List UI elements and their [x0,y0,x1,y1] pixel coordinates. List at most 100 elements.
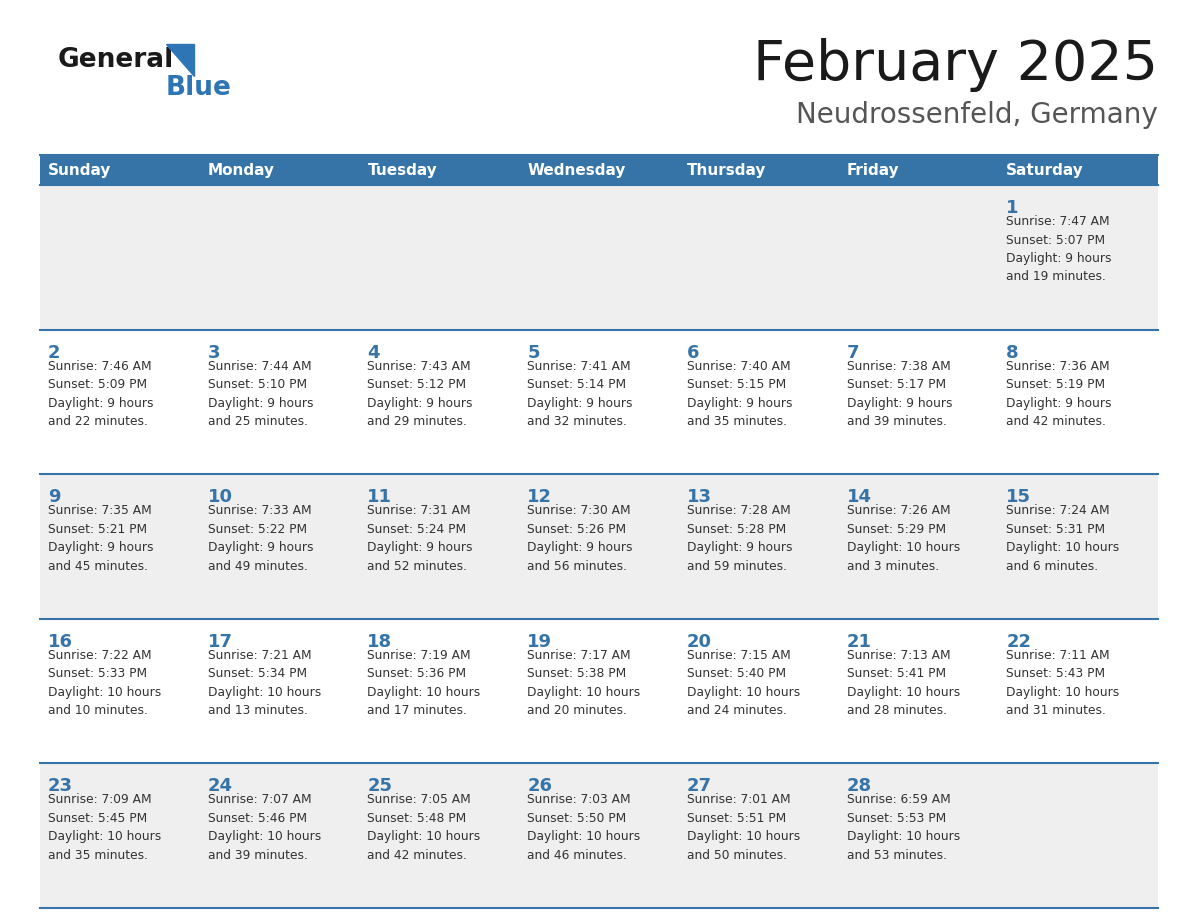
Bar [519,155,678,185]
Text: 18: 18 [367,633,392,651]
Text: 9: 9 [48,488,61,506]
Text: 28: 28 [847,778,872,795]
Text: Sunrise: 7:24 AM
Sunset: 5:31 PM
Daylight: 10 hours
and 6 minutes.: Sunrise: 7:24 AM Sunset: 5:31 PM Dayligh… [1006,504,1119,573]
Bar [678,619,839,764]
Text: 15: 15 [1006,488,1031,506]
Text: Sunrise: 7:43 AM
Sunset: 5:12 PM
Daylight: 9 hours
and 29 minutes.: Sunrise: 7:43 AM Sunset: 5:12 PM Dayligh… [367,360,473,428]
Bar [519,764,678,908]
Bar [200,619,360,764]
Text: Friday: Friday [847,162,899,177]
Polygon shape [166,44,194,76]
Text: 12: 12 [527,488,552,506]
Text: 14: 14 [847,488,872,506]
Text: General: General [58,47,175,73]
Text: Thursday: Thursday [687,162,766,177]
Text: 25: 25 [367,778,392,795]
Bar [839,619,998,764]
Bar [839,764,998,908]
Bar [519,619,678,764]
Text: 23: 23 [48,778,72,795]
Text: Sunrise: 7:03 AM
Sunset: 5:50 PM
Daylight: 10 hours
and 46 minutes.: Sunrise: 7:03 AM Sunset: 5:50 PM Dayligh… [527,793,640,862]
Bar [360,155,519,185]
Text: 20: 20 [687,633,712,651]
Bar [200,185,360,330]
Bar [678,185,839,330]
Text: Monday: Monday [208,162,274,177]
Text: 1: 1 [1006,199,1019,217]
Bar [839,475,998,619]
Bar [998,185,1158,330]
Text: Sunrise: 7:19 AM
Sunset: 5:36 PM
Daylight: 10 hours
and 17 minutes.: Sunrise: 7:19 AM Sunset: 5:36 PM Dayligh… [367,649,481,717]
Text: Sunrise: 7:30 AM
Sunset: 5:26 PM
Daylight: 9 hours
and 56 minutes.: Sunrise: 7:30 AM Sunset: 5:26 PM Dayligh… [527,504,633,573]
Text: 26: 26 [527,778,552,795]
Text: 6: 6 [687,343,700,362]
Bar [360,475,519,619]
Text: Sunrise: 7:31 AM
Sunset: 5:24 PM
Daylight: 9 hours
and 52 minutes.: Sunrise: 7:31 AM Sunset: 5:24 PM Dayligh… [367,504,473,573]
Text: 21: 21 [847,633,872,651]
Bar [200,330,360,475]
Bar [200,155,360,185]
Text: 13: 13 [687,488,712,506]
Bar [998,764,1158,908]
Bar [678,764,839,908]
Bar [998,475,1158,619]
Text: Sunrise: 7:09 AM
Sunset: 5:45 PM
Daylight: 10 hours
and 35 minutes.: Sunrise: 7:09 AM Sunset: 5:45 PM Dayligh… [48,793,162,862]
Bar [678,155,839,185]
Text: Sunrise: 7:33 AM
Sunset: 5:22 PM
Daylight: 9 hours
and 49 minutes.: Sunrise: 7:33 AM Sunset: 5:22 PM Dayligh… [208,504,314,573]
Text: 24: 24 [208,778,233,795]
Text: 19: 19 [527,633,552,651]
Text: 11: 11 [367,488,392,506]
Text: 4: 4 [367,343,380,362]
Bar [200,764,360,908]
Bar [360,185,519,330]
Text: 2: 2 [48,343,61,362]
Text: Sunrise: 7:35 AM
Sunset: 5:21 PM
Daylight: 9 hours
and 45 minutes.: Sunrise: 7:35 AM Sunset: 5:21 PM Dayligh… [48,504,153,573]
Bar [678,475,839,619]
Text: Sunrise: 6:59 AM
Sunset: 5:53 PM
Daylight: 10 hours
and 53 minutes.: Sunrise: 6:59 AM Sunset: 5:53 PM Dayligh… [847,793,960,862]
Bar [40,764,200,908]
Text: Sunrise: 7:28 AM
Sunset: 5:28 PM
Daylight: 9 hours
and 59 minutes.: Sunrise: 7:28 AM Sunset: 5:28 PM Dayligh… [687,504,792,573]
Text: Neudrossenfeld, Germany: Neudrossenfeld, Germany [796,101,1158,129]
Text: Sunrise: 7:38 AM
Sunset: 5:17 PM
Daylight: 9 hours
and 39 minutes.: Sunrise: 7:38 AM Sunset: 5:17 PM Dayligh… [847,360,952,428]
Bar [200,475,360,619]
Text: Sunrise: 7:22 AM
Sunset: 5:33 PM
Daylight: 10 hours
and 10 minutes.: Sunrise: 7:22 AM Sunset: 5:33 PM Dayligh… [48,649,162,717]
Text: Sunrise: 7:07 AM
Sunset: 5:46 PM
Daylight: 10 hours
and 39 minutes.: Sunrise: 7:07 AM Sunset: 5:46 PM Dayligh… [208,793,321,862]
Text: Saturday: Saturday [1006,162,1083,177]
Text: Sunrise: 7:40 AM
Sunset: 5:15 PM
Daylight: 9 hours
and 35 minutes.: Sunrise: 7:40 AM Sunset: 5:15 PM Dayligh… [687,360,792,428]
Text: Sunrise: 7:21 AM
Sunset: 5:34 PM
Daylight: 10 hours
and 13 minutes.: Sunrise: 7:21 AM Sunset: 5:34 PM Dayligh… [208,649,321,717]
Text: Sunrise: 7:05 AM
Sunset: 5:48 PM
Daylight: 10 hours
and 42 minutes.: Sunrise: 7:05 AM Sunset: 5:48 PM Dayligh… [367,793,481,862]
Text: Sunrise: 7:46 AM
Sunset: 5:09 PM
Daylight: 9 hours
and 22 minutes.: Sunrise: 7:46 AM Sunset: 5:09 PM Dayligh… [48,360,153,428]
Bar [360,619,519,764]
Bar [839,330,998,475]
Text: Sunrise: 7:17 AM
Sunset: 5:38 PM
Daylight: 10 hours
and 20 minutes.: Sunrise: 7:17 AM Sunset: 5:38 PM Dayligh… [527,649,640,717]
Text: Wednesday: Wednesday [527,162,626,177]
Text: Sunrise: 7:44 AM
Sunset: 5:10 PM
Daylight: 9 hours
and 25 minutes.: Sunrise: 7:44 AM Sunset: 5:10 PM Dayligh… [208,360,314,428]
Text: 7: 7 [847,343,859,362]
Bar [678,330,839,475]
Bar [839,185,998,330]
Text: 22: 22 [1006,633,1031,651]
Bar [40,155,200,185]
Text: Sunday: Sunday [48,162,112,177]
Text: Sunrise: 7:26 AM
Sunset: 5:29 PM
Daylight: 10 hours
and 3 minutes.: Sunrise: 7:26 AM Sunset: 5:29 PM Dayligh… [847,504,960,573]
Text: 8: 8 [1006,343,1019,362]
Bar [839,155,998,185]
Bar [998,619,1158,764]
Text: Sunrise: 7:36 AM
Sunset: 5:19 PM
Daylight: 9 hours
and 42 minutes.: Sunrise: 7:36 AM Sunset: 5:19 PM Dayligh… [1006,360,1112,428]
Text: Sunrise: 7:41 AM
Sunset: 5:14 PM
Daylight: 9 hours
and 32 minutes.: Sunrise: 7:41 AM Sunset: 5:14 PM Dayligh… [527,360,633,428]
Bar [519,475,678,619]
Text: Sunrise: 7:01 AM
Sunset: 5:51 PM
Daylight: 10 hours
and 50 minutes.: Sunrise: 7:01 AM Sunset: 5:51 PM Dayligh… [687,793,800,862]
Bar [360,330,519,475]
Text: Sunrise: 7:11 AM
Sunset: 5:43 PM
Daylight: 10 hours
and 31 minutes.: Sunrise: 7:11 AM Sunset: 5:43 PM Dayligh… [1006,649,1119,717]
Text: Tuesday: Tuesday [367,162,437,177]
Text: Blue: Blue [166,75,232,101]
Text: 10: 10 [208,488,233,506]
Text: Sunrise: 7:15 AM
Sunset: 5:40 PM
Daylight: 10 hours
and 24 minutes.: Sunrise: 7:15 AM Sunset: 5:40 PM Dayligh… [687,649,800,717]
Bar [40,475,200,619]
Bar [360,764,519,908]
Text: Sunrise: 7:47 AM
Sunset: 5:07 PM
Daylight: 9 hours
and 19 minutes.: Sunrise: 7:47 AM Sunset: 5:07 PM Dayligh… [1006,215,1112,284]
Bar [998,330,1158,475]
Text: Sunrise: 7:13 AM
Sunset: 5:41 PM
Daylight: 10 hours
and 28 minutes.: Sunrise: 7:13 AM Sunset: 5:41 PM Dayligh… [847,649,960,717]
Bar [40,185,200,330]
Bar [998,155,1158,185]
